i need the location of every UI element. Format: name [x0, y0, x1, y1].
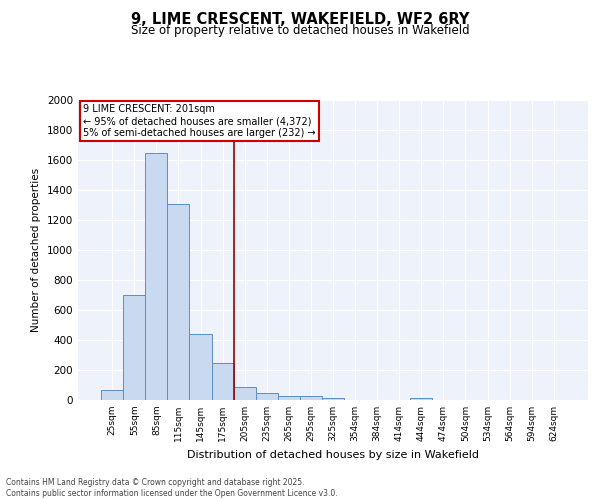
Bar: [233, 386, 256, 400]
X-axis label: Distribution of detached houses by size in Wakefield: Distribution of detached houses by size …: [187, 450, 479, 460]
Bar: [190, 334, 212, 400]
Bar: [167, 204, 190, 400]
Y-axis label: Number of detached properties: Number of detached properties: [31, 168, 41, 332]
Bar: [322, 398, 344, 400]
Text: Contains HM Land Registry data © Crown copyright and database right 2025.
Contai: Contains HM Land Registry data © Crown c…: [6, 478, 338, 498]
Bar: [123, 295, 145, 400]
Bar: [256, 392, 278, 400]
Text: Size of property relative to detached houses in Wakefield: Size of property relative to detached ho…: [131, 24, 469, 37]
Bar: [278, 396, 300, 400]
Bar: [212, 362, 233, 400]
Bar: [145, 152, 167, 400]
Bar: [300, 396, 322, 400]
Bar: [101, 390, 123, 400]
Text: 9 LIME CRESCENT: 201sqm
← 95% of detached houses are smaller (4,372)
5% of semi-: 9 LIME CRESCENT: 201sqm ← 95% of detache…: [83, 104, 316, 138]
Text: 9, LIME CRESCENT, WAKEFIELD, WF2 6RY: 9, LIME CRESCENT, WAKEFIELD, WF2 6RY: [131, 12, 469, 28]
Bar: [410, 398, 433, 400]
